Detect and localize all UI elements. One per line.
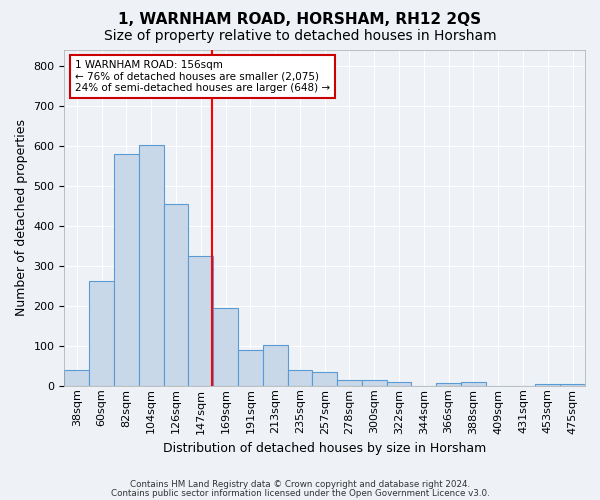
Bar bbox=[64, 370, 89, 386]
Bar bbox=[89, 280, 114, 386]
Bar bbox=[188, 256, 213, 386]
Text: 1 WARNHAM ROAD: 156sqm
← 76% of detached houses are smaller (2,075)
24% of semi-: 1 WARNHAM ROAD: 156sqm ← 76% of detached… bbox=[75, 60, 330, 94]
Bar bbox=[337, 380, 362, 386]
Bar bbox=[287, 370, 313, 386]
Bar bbox=[238, 350, 263, 386]
Text: 1, WARNHAM ROAD, HORSHAM, RH12 2QS: 1, WARNHAM ROAD, HORSHAM, RH12 2QS bbox=[118, 12, 482, 28]
Bar bbox=[386, 382, 412, 386]
Bar bbox=[436, 382, 461, 386]
Bar bbox=[164, 204, 188, 386]
Text: Size of property relative to detached houses in Horsham: Size of property relative to detached ho… bbox=[104, 29, 496, 43]
Bar bbox=[461, 382, 486, 386]
Bar bbox=[535, 384, 560, 386]
Bar bbox=[139, 144, 164, 386]
Text: Contains public sector information licensed under the Open Government Licence v3: Contains public sector information licen… bbox=[110, 488, 490, 498]
X-axis label: Distribution of detached houses by size in Horsham: Distribution of detached houses by size … bbox=[163, 442, 487, 455]
Bar bbox=[313, 372, 337, 386]
Bar bbox=[114, 154, 139, 386]
Bar bbox=[213, 308, 238, 386]
Text: Contains HM Land Registry data © Crown copyright and database right 2024.: Contains HM Land Registry data © Crown c… bbox=[130, 480, 470, 489]
Y-axis label: Number of detached properties: Number of detached properties bbox=[15, 120, 28, 316]
Bar bbox=[263, 344, 287, 386]
Bar bbox=[362, 380, 386, 386]
Bar bbox=[560, 384, 585, 386]
